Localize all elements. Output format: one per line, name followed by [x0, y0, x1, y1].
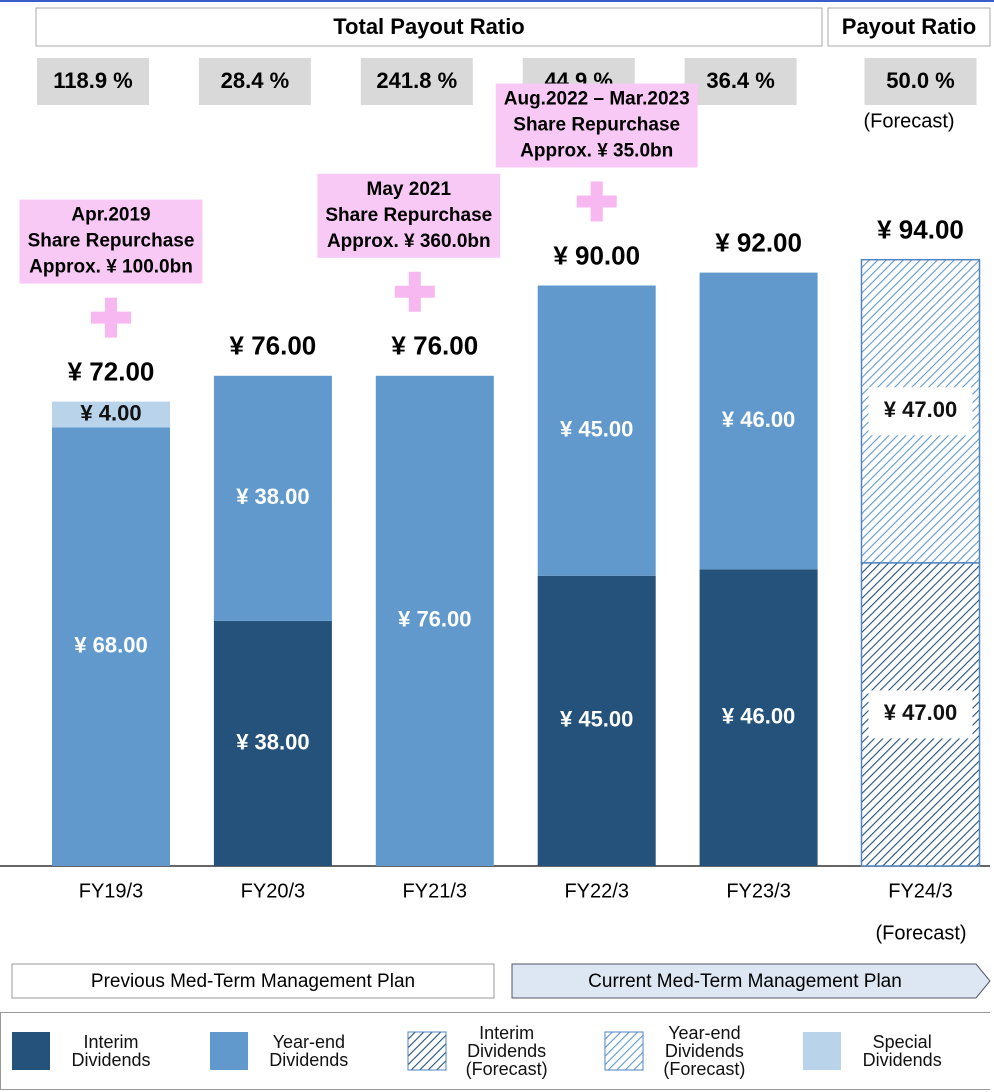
- x-tick-label: FY21/3: [403, 880, 467, 902]
- total-label: ¥ 72.00: [68, 356, 155, 386]
- annotation-box: [495, 83, 698, 168]
- plan-box: [11, 963, 495, 999]
- payout-ratio: 36.4 %: [706, 68, 775, 93]
- annotation-text: Approx. ¥ 35.0bn: [520, 141, 673, 162]
- plan-label: Previous Med-Term Management Plan: [91, 971, 415, 992]
- bar-segment: [375, 375, 494, 866]
- chart: Total Payout Ratio Payout Ratio (Forecas…: [0, 0, 994, 999]
- legend-swatch-fill: [604, 1031, 644, 1071]
- legend-swatch-fill: [209, 1032, 248, 1070]
- legend-item: Year-end Dividends (Forecast): [594, 1024, 792, 1078]
- value-label: ¥ 45.00: [560, 707, 633, 732]
- annotation-text: Share Repurchase: [28, 231, 195, 252]
- header-box: [35, 7, 823, 47]
- bar-segment: [213, 375, 332, 621]
- legend-swatch: [209, 1032, 248, 1070]
- annotation-text: Share Repurchase: [513, 115, 680, 136]
- legend-swatch: [12, 1032, 50, 1070]
- payout-note: (Forecast): [863, 110, 954, 132]
- bar-segment: [537, 575, 656, 866]
- legend-swatch-fill: [12, 1032, 50, 1070]
- ratio-header: Payout Ratio: [842, 14, 976, 39]
- ratio-box: [684, 58, 797, 105]
- value-label: ¥ 47.00: [884, 397, 957, 422]
- ratio-box: [360, 58, 473, 105]
- x-tick-label: FY24/3: [888, 880, 952, 902]
- total-label: ¥ 76.00: [230, 331, 317, 361]
- ratio-header: Total Payout Ratio: [333, 14, 525, 39]
- category-note: (Forecast): [875, 922, 966, 944]
- payout-ratio: 241.8 %: [376, 68, 457, 93]
- bar-segment: [699, 569, 818, 866]
- annotation-text: Approx. ¥ 360.0bn: [327, 231, 491, 252]
- legend-label: Year-end Dividends (Forecast): [663, 1023, 746, 1079]
- total-label: ¥ 76.00: [391, 331, 478, 361]
- annotation-box: [19, 199, 203, 284]
- value-label: ¥ 46.00: [722, 407, 795, 432]
- x-tick-label: FY23/3: [726, 880, 790, 902]
- value-label: ¥ 46.00: [722, 703, 795, 728]
- x-tick-label: FY22/3: [564, 880, 628, 902]
- x-tick-label: FY19/3: [79, 880, 143, 902]
- legend-swatch: [407, 1031, 447, 1071]
- legend-item: Special Dividends: [792, 1031, 990, 1071]
- plus-sign: [394, 271, 435, 312]
- total-label: ¥ 92.00: [715, 227, 802, 257]
- value-label: ¥ 38.00: [236, 729, 309, 754]
- value-label: ¥ 38.00: [236, 484, 309, 509]
- bar-segment: [213, 620, 332, 866]
- legend-item: Interim Dividends (Forecast): [397, 1024, 595, 1078]
- plan-box: [511, 963, 991, 999]
- legend-swatch: [604, 1031, 644, 1071]
- annotation-text: May 2021: [367, 179, 452, 200]
- payout-ratio: 28.4 %: [221, 68, 290, 93]
- ratio-box: [37, 58, 149, 105]
- legend: Interim Dividends Year-end Dividends Inter…: [0, 1012, 990, 1090]
- bar-segment: [699, 272, 818, 570]
- legend-label: Special Dividends: [862, 1032, 942, 1070]
- plus-sign: [576, 181, 617, 222]
- payout-ratio: 118.9 %: [53, 68, 133, 93]
- legend-item: Year-end Dividends: [199, 1031, 397, 1071]
- value-label: ¥ 68.00: [74, 633, 147, 658]
- bar-segment: [52, 427, 170, 866]
- total-label: ¥ 94.00: [877, 215, 964, 245]
- annotation-text: Apr.2019: [71, 205, 150, 226]
- annotation-text: Share Repurchase: [325, 205, 492, 226]
- bar-segment: [537, 285, 656, 576]
- plan-label: Current Med-Term Management Plan: [588, 971, 902, 992]
- legend-item: Interim Dividends: [1, 1031, 199, 1071]
- legend-label: Year-end Dividends: [269, 1032, 349, 1070]
- annotation-text: Approx. ¥ 100.0bn: [29, 257, 193, 278]
- legend-label: Interim Dividends (Forecast): [465, 1023, 548, 1079]
- legend-swatch-fill: [407, 1031, 447, 1071]
- plus-sign: [91, 297, 131, 338]
- value-label: ¥ 4.00: [80, 400, 141, 425]
- header-box: [827, 7, 991, 47]
- x-tick-label: FY20/3: [241, 880, 305, 902]
- value-label: ¥ 45.00: [560, 416, 633, 441]
- ratio-box: [864, 58, 977, 105]
- annotation-text: Aug.2022 – Mar.2023: [504, 89, 690, 110]
- label-bg: [868, 690, 973, 739]
- label-bg: [868, 387, 973, 436]
- annotation-box: [317, 173, 501, 258]
- legend-swatch-fill: [803, 1032, 842, 1070]
- legend-swatch: [803, 1032, 842, 1070]
- value-label: ¥ 47.00: [884, 700, 957, 725]
- total-label: ¥ 90.00: [553, 240, 640, 270]
- payout-ratio: 50.0 %: [886, 68, 955, 93]
- bar-segment: [52, 401, 170, 428]
- value-label: ¥ 76.00: [398, 607, 471, 632]
- ratio-box: [198, 58, 311, 105]
- legend-label: Interim Dividends: [71, 1032, 151, 1070]
